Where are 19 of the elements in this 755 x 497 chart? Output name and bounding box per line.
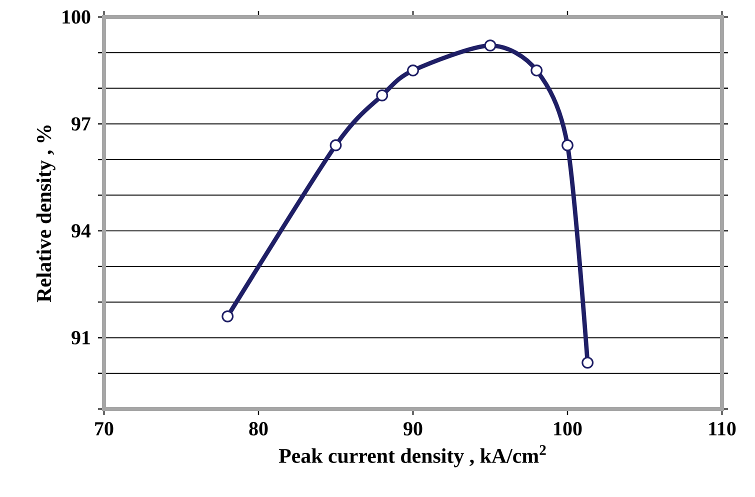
- y-tick-label: 97: [72, 117, 90, 131]
- point: [484, 40, 496, 52]
- x-tick-label: 110: [709, 422, 736, 436]
- point: [330, 139, 342, 152]
- x-tick-label: 70: [95, 422, 114, 436]
- x-tick-label: 80: [249, 422, 268, 436]
- x-tick-label: 100: [554, 422, 582, 436]
- point: [582, 356, 594, 369]
- point: [530, 64, 543, 76]
- y-axis-title: Relative density , %: [36, 125, 56, 302]
- point: [376, 89, 388, 102]
- y-tick-label: 94: [72, 224, 91, 238]
- x-axis-title: Peak current density , kA/cm$^{2}$: [278, 445, 546, 468]
- point: [562, 139, 574, 152]
- y-tick-label: 91: [72, 331, 90, 344]
- point: [222, 310, 234, 322]
- point: [407, 64, 419, 76]
- x-tick-label: 90: [404, 422, 422, 436]
- y-tick-label: 100: [62, 10, 90, 24]
